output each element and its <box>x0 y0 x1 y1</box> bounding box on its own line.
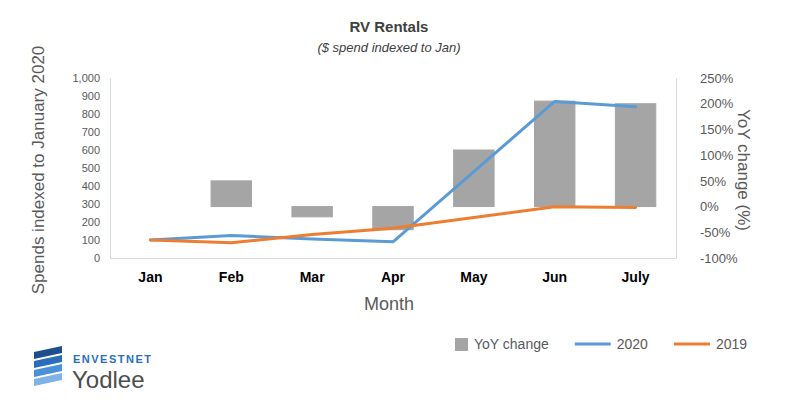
tick-label: May <box>460 269 487 285</box>
tick-label: 50% <box>700 174 726 189</box>
legend-swatch <box>575 343 611 346</box>
legend-swatch <box>455 338 468 351</box>
tick-label: 100% <box>700 148 734 163</box>
bar-series <box>211 101 656 230</box>
logo-shape <box>34 373 62 386</box>
tick-label: 300 <box>82 198 100 210</box>
tick-label: 0% <box>700 199 719 214</box>
bar <box>211 181 251 207</box>
tick-label: 600 <box>82 144 100 156</box>
tick: 500 <box>82 162 110 174</box>
legend-label: YoY change <box>474 336 549 352</box>
legend-label: 2019 <box>716 336 747 352</box>
tick-label: -50% <box>700 225 731 240</box>
tick: July <box>622 258 650 285</box>
subtitle: ($ spend indexed to Jan) <box>317 40 460 55</box>
axis-line <box>676 79 677 259</box>
y-axis: 0 100 200 300 400 500 600 700 800 900 1,000 <box>72 72 110 264</box>
tick-label: 700 <box>82 126 100 138</box>
tick-label: 1,000 <box>72 72 100 84</box>
legend-item: 2019 <box>674 336 747 352</box>
legend-label: 2020 <box>617 336 648 352</box>
tick: Apr <box>381 258 406 285</box>
tick-label: July <box>622 269 650 285</box>
line <box>150 101 635 241</box>
legend-item: YoY change <box>455 336 549 352</box>
tick-label: Jan <box>138 269 162 285</box>
tick: 50% <box>676 174 726 189</box>
tick-label: 200 <box>82 216 100 228</box>
x-axis: Jan Feb Mar Apr May Jun July <box>111 258 677 285</box>
tick: 700 <box>82 126 110 138</box>
y2-axis: -100% -50% 0% 50% 100% 150% 200% 250% <box>676 71 738 266</box>
tick: May <box>460 258 487 285</box>
tick: 150% <box>676 122 734 137</box>
tick: 400 <box>82 180 110 192</box>
tick: -50% <box>676 225 731 240</box>
legend-swatch <box>674 343 710 346</box>
logo-text: Yodlee <box>72 366 145 393</box>
tick: 200 <box>82 216 110 228</box>
tick-label: Jun <box>542 269 567 285</box>
bar <box>130 206 170 207</box>
tick-label: Apr <box>381 269 406 285</box>
tick-label: 400 <box>82 180 100 192</box>
tick-label: Mar <box>300 269 325 285</box>
tick-label: 0 <box>94 252 100 264</box>
legend: YoY change 2020 2019 <box>455 336 747 352</box>
title: RV Rentals <box>350 18 429 35</box>
plot-area <box>150 101 655 243</box>
tick-label: Feb <box>219 269 244 285</box>
axis-line <box>110 79 111 259</box>
tick-label: 100 <box>82 234 100 246</box>
tick-label: 500 <box>82 162 100 174</box>
tick: 0 <box>94 252 110 264</box>
tick: 100 <box>82 234 110 246</box>
tick-label: -100% <box>700 251 738 266</box>
tick-label: 200% <box>700 96 734 111</box>
tick: 900 <box>82 90 110 102</box>
tick: 200% <box>676 96 734 111</box>
x-axis-title: Month <box>364 294 414 314</box>
tick: Jun <box>542 258 567 285</box>
chart: RV Rentals ($ spend indexed to Jan) 0 100 20… <box>0 0 800 418</box>
y-axis-title: Spends indexed to January 2020 <box>29 46 48 295</box>
tick: 1,000 <box>72 72 110 84</box>
tick: 800 <box>82 108 110 120</box>
tick-label: 150% <box>700 122 734 137</box>
tick: 600 <box>82 144 110 156</box>
tick: -100% <box>676 251 738 266</box>
tick-label: 250% <box>700 71 734 86</box>
tick: 250% <box>676 71 734 86</box>
y2-axis-title: YoY change (%) <box>734 109 753 231</box>
axis-line <box>111 258 677 259</box>
tick-label: 800 <box>82 108 100 120</box>
bar <box>292 207 332 217</box>
tick: Feb <box>219 258 244 285</box>
logo: ENVESTNETYodlee <box>34 346 153 393</box>
tick: 0% <box>676 199 719 214</box>
tick: Jan <box>138 258 162 285</box>
bar <box>535 101 575 206</box>
bar <box>615 104 655 207</box>
tick: Mar <box>300 258 325 285</box>
legend-item: 2020 <box>575 336 648 352</box>
logo-text: ENVESTNET <box>73 353 153 365</box>
tick: 100% <box>676 148 734 163</box>
tick-label: 900 <box>82 90 100 102</box>
tick: 300 <box>82 198 110 210</box>
line <box>150 207 635 243</box>
